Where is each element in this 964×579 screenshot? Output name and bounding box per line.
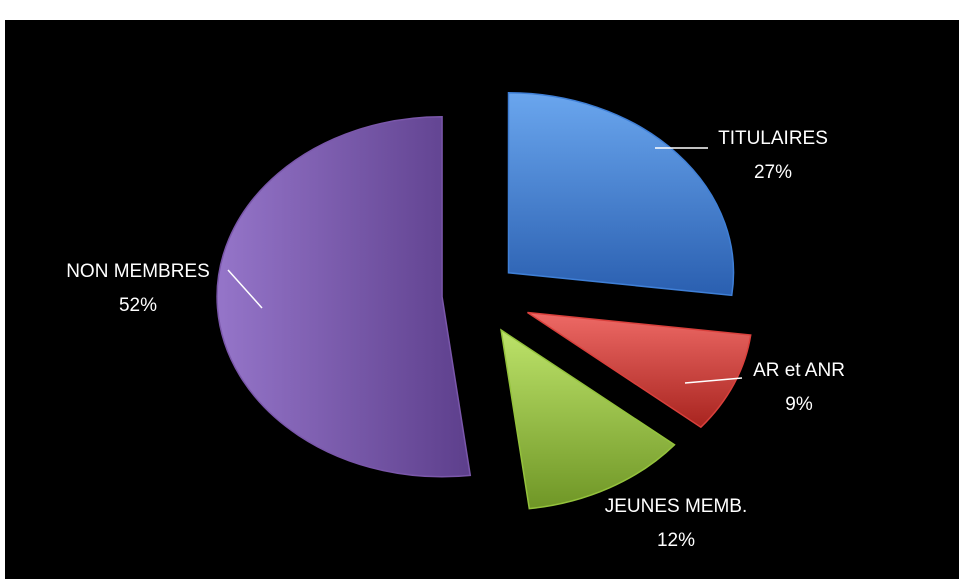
slice-percent-label-jeunes-memb: 12% [657, 530, 695, 551]
title-strip [0, 0, 964, 20]
slice-percent-label-non-membres: 52% [119, 295, 157, 316]
chart-area [5, 20, 959, 579]
slice-percent-label-titulaires: 27% [754, 162, 792, 183]
slice-name-label-jeunes-memb: JEUNES MEMB. [605, 496, 748, 517]
slice-percent-label-ar-et-anr: 9% [785, 394, 813, 415]
pie-slice-jeunes-memb [500, 328, 676, 510]
leader-line-non-membres [227, 269, 263, 309]
slice-name-label-non-membres: NON MEMBRES [66, 261, 210, 282]
slice-name-label-ar-et-anr: AR et ANR [753, 360, 845, 381]
pie-slice-ar-et-anr [527, 311, 752, 429]
slice-name-label-titulaires: TITULAIRES [718, 128, 828, 149]
leader-line-ar-et-anr [684, 377, 743, 384]
pie-slice-titulaires [507, 92, 735, 297]
pie-slice-non-membres [216, 116, 472, 478]
